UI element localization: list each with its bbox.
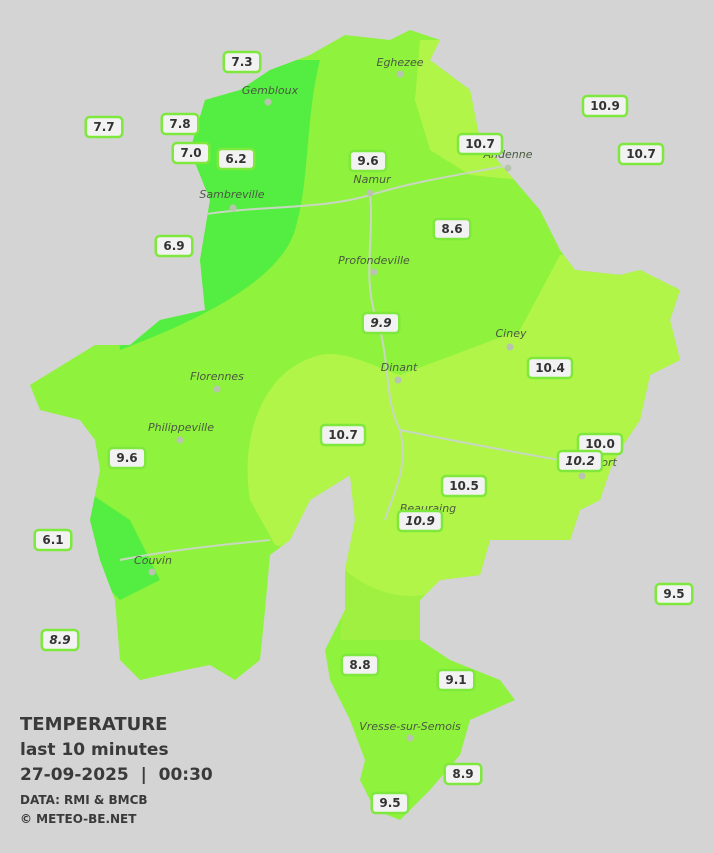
town-name: Eghezee [377, 56, 424, 69]
town-dot [394, 376, 402, 384]
station-value: 10.9 [590, 99, 620, 113]
station-box [107, 446, 147, 470]
town-name: Couvin [134, 554, 172, 567]
station-box [456, 132, 504, 156]
station-box [222, 50, 262, 74]
station-box [319, 423, 367, 447]
station-value: 10.2 [565, 454, 595, 468]
town-name: Profondeville [338, 254, 410, 267]
station-value: 7.7 [93, 120, 114, 134]
station-value: 10.7 [328, 428, 358, 442]
town-dot [578, 472, 586, 480]
river [368, 194, 404, 521]
town-dot [176, 436, 184, 444]
station-box [160, 112, 200, 136]
station-value: 6.2 [225, 152, 246, 166]
station-value: 7.3 [231, 55, 252, 69]
station-value: 8.9 [452, 767, 473, 781]
river [399, 429, 561, 461]
station-value: 10.5 [449, 479, 479, 493]
town-name: Ciney [496, 327, 527, 340]
station-box [340, 653, 380, 677]
station-box [654, 582, 694, 606]
station-box [396, 509, 444, 533]
town-name: Florennes [190, 370, 244, 383]
station-value: 6.9 [163, 239, 184, 253]
station-value: 10.0 [585, 437, 615, 451]
river [119, 539, 271, 561]
town-name: Gembloux [242, 84, 299, 97]
town-dot [264, 98, 272, 106]
station-box [171, 141, 211, 165]
station-box [581, 94, 629, 118]
station-box [370, 791, 410, 815]
station-box [432, 217, 472, 241]
town-name: Sambreville [199, 188, 264, 201]
town-name: Dinant [381, 361, 418, 374]
station-value: 9.6 [357, 154, 378, 168]
town-name: Vresse-sur-Semois [359, 720, 461, 733]
station-value: 9.5 [663, 587, 684, 601]
station-box [526, 356, 574, 380]
station-box [440, 474, 488, 498]
station-value: 9.1 [445, 673, 466, 687]
town-dot [366, 189, 374, 197]
station-box [361, 311, 401, 335]
station-value: 10.9 [405, 514, 435, 528]
town-dot [396, 70, 404, 78]
station-value: 8.9 [49, 633, 70, 647]
zone-mid [340, 570, 440, 640]
town-dot [504, 164, 512, 172]
town-dot [148, 568, 156, 576]
station-box [33, 528, 73, 552]
town-dot [506, 343, 514, 351]
station-box [617, 142, 665, 166]
station-box [84, 115, 124, 139]
station-box [40, 628, 80, 652]
station-value: 9.9 [370, 316, 391, 330]
station-box [348, 149, 388, 173]
town-dot [370, 268, 378, 276]
legend-subtitle: last 10 minutes [20, 740, 169, 760]
legend-source: DATA: RMI & BMCB [20, 793, 148, 807]
legend-credit: © METEO-BE.NET [20, 812, 137, 826]
legend-title: TEMPERATURE [20, 714, 167, 735]
station-value: 7.0 [180, 146, 201, 160]
station-value: 9.6 [116, 451, 137, 465]
town-dot [406, 734, 414, 742]
station-box [443, 762, 483, 786]
station-box [436, 668, 476, 692]
station-value: 6.1 [42, 533, 63, 547]
station-value: 10.4 [535, 361, 565, 375]
town-name: Philippeville [148, 421, 214, 434]
station-value: 7.8 [169, 117, 190, 131]
station-value: 9.5 [379, 796, 400, 810]
station-value: 10.7 [465, 137, 495, 151]
station-box [556, 449, 604, 473]
legend-datetime: 27-09-2025 | 00:30 [20, 765, 213, 785]
station-value: 8.6 [441, 222, 462, 236]
town-dot [213, 385, 221, 393]
station-box [216, 147, 256, 171]
town-name: Namur [353, 173, 392, 186]
station-box [154, 234, 194, 258]
station-value: 8.8 [349, 658, 370, 672]
station-value: 10.7 [626, 147, 656, 161]
town-dot [229, 204, 237, 212]
